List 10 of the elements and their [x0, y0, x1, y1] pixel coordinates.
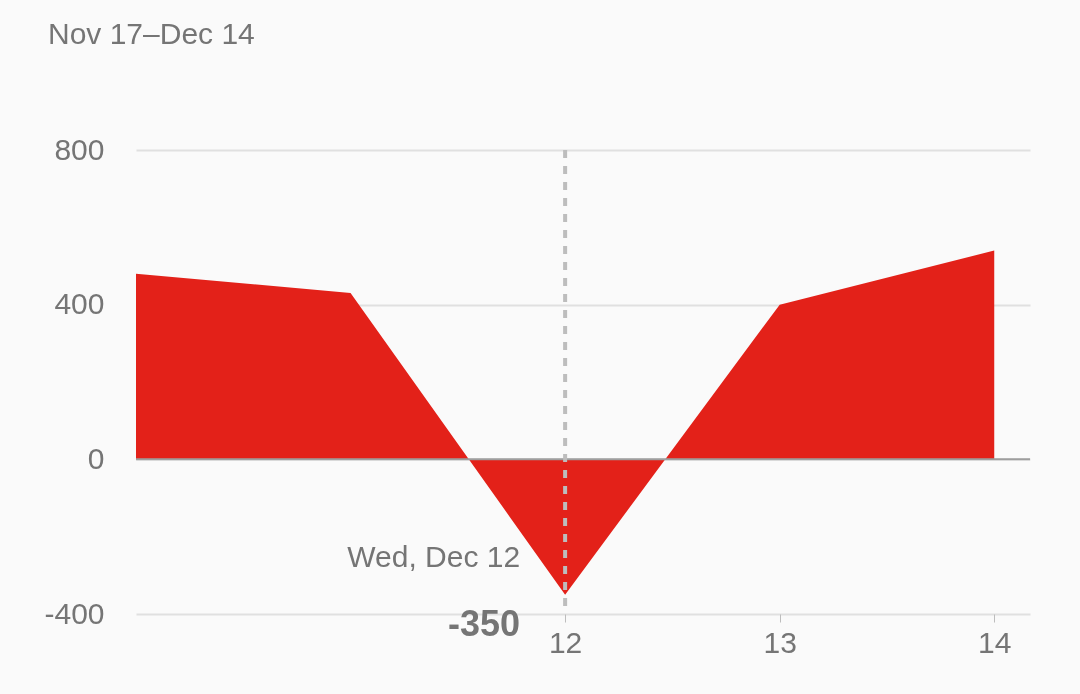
y-tick-label: -400 — [44, 596, 105, 630]
x-tick-label: 13 — [763, 625, 797, 659]
chart-subtitle: Nov 17–Dec 14 — [48, 17, 255, 50]
annotation: Wed, Dec 12 — [347, 539, 521, 573]
annotation: -350 — [448, 602, 521, 644]
y-tick-label: 400 — [54, 287, 105, 321]
y-tick-label: 800 — [54, 132, 105, 166]
x-tick-label: 12 — [548, 625, 583, 659]
y-tick-label: 0 — [87, 441, 105, 475]
x-tick-label: 14 — [978, 625, 1012, 659]
